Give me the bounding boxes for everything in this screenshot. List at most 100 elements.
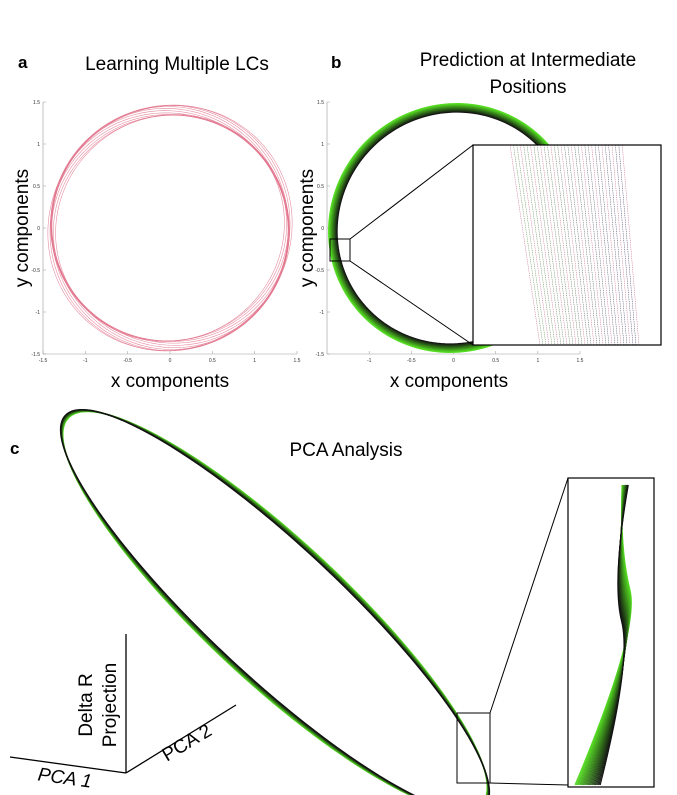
panel-c-trajectory-line (59, 408, 491, 795)
panel-b-inset-lines (509, 145, 640, 345)
panel-b-x-ticks: -1 -0.5 0 0.5 1 1.5 (367, 351, 584, 364)
panel-b-inset-line (509, 145, 541, 345)
panel-b-inset-line (604, 145, 625, 345)
panel-b-inset-line (591, 145, 613, 345)
panel-b-inset-line (584, 145, 607, 345)
panel-b-inset-line (526, 145, 556, 345)
panel-c-inset-lines (574, 484, 632, 786)
panel-b-x-tick-label: -1 (367, 358, 372, 364)
panel-c-axis-delta-r-line2: Projection (100, 663, 121, 748)
panel-a-x-tick-label: 0 (169, 358, 172, 364)
panel-b-inset-line (570, 145, 595, 345)
panel-a-x-tick-label: -1 (83, 358, 88, 364)
panel-a-y-tick-label: 1.5 (33, 100, 40, 106)
panel-b-inset-line (557, 145, 583, 345)
panel-a-ylabel: y components (12, 169, 33, 287)
panel-a-x-tick-label: 1 (253, 358, 256, 364)
panel-b-inset-line (553, 145, 580, 345)
panel-b-title-line2: Positions (489, 77, 566, 98)
panel-a-cycle-line (51, 108, 289, 348)
panel-a-x-tick-label: -1.5 (39, 358, 48, 364)
panel-a-xlabel: x components (111, 371, 229, 392)
panel-c-axis-pca1: PCA 1 (36, 764, 93, 792)
panel-b-inset-line (587, 145, 610, 345)
panel-b-inset-line (547, 145, 574, 345)
panel-c-zoom-box (456, 712, 491, 784)
panel-c-zoom-connector-top (489, 477, 569, 714)
panel-a-y-tick-label: -1.5 (31, 352, 40, 358)
panel-b-inset-line (560, 145, 586, 345)
panel-b-inset-line (536, 145, 565, 345)
panel-a-cycle-line (53, 114, 287, 342)
panel-a-y-tick-label: -1 (36, 310, 41, 316)
panel-b-inset-line (533, 145, 562, 345)
panel-b-inset-line (577, 145, 601, 345)
panel-b-ylabel: y components (297, 169, 318, 287)
panel-a-x-tick-label: 1.5 (294, 358, 301, 364)
panel-b-x-tick-label: 1 (536, 358, 539, 364)
panel-a-y-tick-label: 0 (37, 226, 40, 232)
panel-b-inset-background (473, 145, 661, 345)
panel-b-title-line1: Prediction at Intermediate (420, 50, 637, 71)
panel-b-inset-line (601, 145, 622, 345)
panel-b-letter: b (331, 53, 341, 72)
panel-b-inset-frame (472, 144, 662, 346)
panel-b-inset-line (540, 145, 568, 345)
panel-c-zoom-connector-bottom (489, 782, 569, 786)
panel-b-y-tick-label: -1.5 (315, 352, 324, 358)
panel-a-y-ticks: 1.5 1 0.5 0 -0.5 -1 -1.5 (31, 100, 46, 358)
panel-b-inset-line (574, 145, 598, 345)
panel-c-3d-axes (9, 634, 237, 774)
panel-b-inset-line (564, 145, 589, 345)
panel-b-y-ticks: 1.5 1 0.5 0 -0.5 -1 -1.5 (315, 100, 330, 358)
panel-a-axes (42, 102, 297, 355)
panel-c-trajectory-line (60, 409, 490, 795)
panel-a-cycle-line (50, 110, 290, 346)
panel-a-cycle-line (49, 104, 291, 352)
panel-b-zoom-connector-top (349, 144, 474, 240)
panel-b-inset-line (581, 145, 604, 345)
panel-b-zoom-box (329, 238, 351, 262)
panel-c-trajectory-line (60, 409, 490, 795)
panel-a-cycle-line (47, 105, 293, 351)
panel-b-inset-line (523, 145, 553, 345)
panel-a-x-ticks: -1.5 -1 -0.5 0 0.5 1 1.5 (39, 351, 301, 364)
panel-c-axis-delta-r-line1: Delta R (76, 673, 97, 736)
panel-b-y-tick-label: -1 (320, 310, 325, 316)
panel-b-x-tick-label: -0.5 (407, 358, 416, 364)
panel-b-y-tick-label: 1 (321, 142, 324, 148)
panel-c-inset-line (599, 484, 629, 786)
panel-a-x-tick-label: 0.5 (209, 358, 216, 364)
panel-a-title: Learning Multiple LCs (85, 54, 269, 75)
panel-a-cycle-line (51, 105, 289, 351)
panel-b-inset-line (567, 145, 592, 345)
panel-c-title: PCA Analysis (290, 440, 403, 461)
panel-a-limit-cycles (47, 104, 293, 352)
panel-c-inset-frame (567, 477, 655, 788)
panel-b-inset-line (530, 145, 559, 345)
panel-b-x-tick-label: 1.5 (577, 358, 584, 364)
panel-b-inset-line (543, 145, 571, 345)
panel-a-x-tick-label: -0.5 (123, 358, 132, 364)
panel-a-cycle-line (50, 112, 290, 344)
panel-a-letter: a (18, 53, 28, 72)
panel-b-y-tick-label: 0.5 (317, 184, 324, 190)
panel-c-pca-trajectory (59, 408, 491, 795)
panel-b-inset-line (519, 145, 550, 345)
panel-b-inset-line (598, 145, 619, 345)
panel-b-inset-line (550, 145, 577, 345)
panel-c-axis-pca2: PCA 2 (159, 720, 216, 766)
panel-b-y-tick-label: 0 (321, 226, 324, 232)
panel-b-y-tick-label: -0.5 (315, 268, 324, 274)
panel-a-y-tick-label: -0.5 (31, 268, 40, 274)
panel-b-xlabel: x components (390, 371, 508, 392)
panel-b-inset-line (513, 145, 544, 345)
panel-b-x-tick-label: 0 (452, 358, 455, 364)
panel-a-y-tick-label: 0.5 (33, 184, 40, 190)
panel-b-zoom-connector-bottom (349, 260, 474, 346)
panel-a-cycle-line (51, 106, 289, 350)
panel-b-y-tick-label: 1.5 (317, 100, 324, 106)
panel-b-inset-line (516, 145, 547, 345)
panel-a-y-tick-label: 1 (37, 142, 40, 148)
